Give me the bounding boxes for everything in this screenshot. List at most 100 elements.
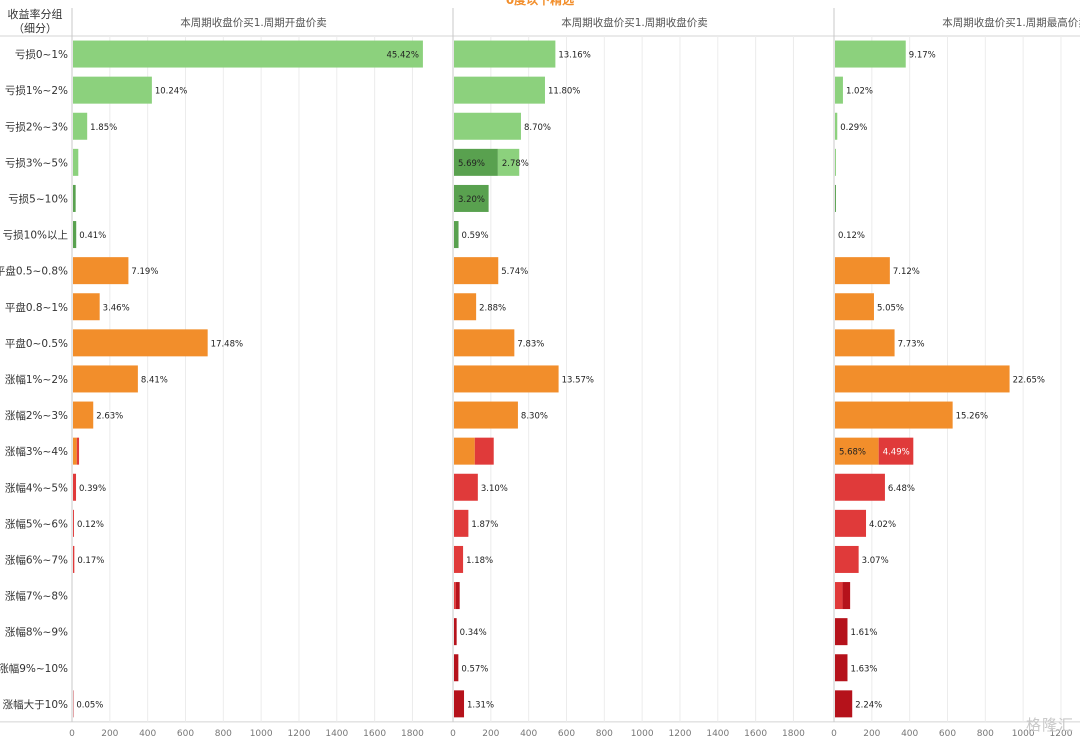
x-tick-label: 800	[596, 729, 613, 739]
bar-value-label: 4.02%	[869, 520, 896, 530]
bar-segment	[454, 257, 499, 285]
bar-segment	[454, 76, 545, 104]
bar-value-label: 1.31%	[467, 700, 494, 710]
x-tick-label: 1400	[706, 729, 729, 739]
category-label: 亏损0~1%	[15, 48, 68, 61]
bar-segment	[73, 112, 88, 140]
category-label: 涨幅2%~3%	[5, 409, 68, 422]
bar-value-label: 9.17%	[909, 51, 936, 61]
category-label: 涨幅大于10%	[3, 698, 68, 711]
watermark-logo: 格隆汇	[1025, 716, 1074, 734]
x-tick-label: 800	[977, 729, 994, 739]
bar-segment	[73, 148, 79, 176]
category-label: 涨幅3%~4%	[5, 445, 68, 458]
bar-value-label: 5.68%	[839, 448, 866, 458]
bar-value-label: 0.17%	[77, 556, 104, 566]
category-label: 涨幅4%~5%	[5, 481, 68, 494]
bar-segment	[73, 365, 138, 393]
bar-value-label: 1.61%	[850, 628, 877, 638]
bar-value-label: 45.42%	[386, 51, 418, 61]
bar-segment	[73, 545, 75, 573]
bar-segment	[835, 112, 838, 140]
x-tick-label: 1000	[250, 729, 273, 739]
bar-segment	[842, 582, 851, 610]
x-tick-label: 1000	[631, 729, 654, 739]
bar-segment	[73, 509, 74, 537]
category-label: 涨幅7%~8%	[5, 590, 68, 603]
x-tick-label: 400	[139, 729, 156, 739]
bar-value-label: 1.63%	[850, 664, 877, 674]
bar-segment	[454, 618, 457, 646]
category-label: 平盘0.8~1%	[5, 301, 68, 314]
bar-segment	[835, 582, 843, 610]
bar-value-label: 7.83%	[517, 339, 544, 349]
bar-value-label: 0.59%	[462, 231, 489, 241]
category-label: 涨幅6%~7%	[5, 553, 68, 566]
bar-value-label: 5.69%	[458, 159, 485, 169]
bar-segment	[454, 112, 521, 140]
bar-segment	[73, 221, 77, 249]
bar-value-label: 10.24%	[155, 87, 187, 97]
bar-segment	[835, 184, 836, 212]
bar-value-label: 0.05%	[76, 700, 103, 710]
bar-segment	[835, 76, 843, 104]
x-tick-label: 1800	[401, 729, 424, 739]
bar-segment	[455, 582, 460, 610]
x-tick-label: 1800	[782, 729, 805, 739]
bar-segment	[73, 401, 94, 429]
x-tick-label: 400	[901, 729, 918, 739]
x-tick-label: 200	[101, 729, 118, 739]
category-label: 平盘0~0.5%	[5, 337, 68, 350]
bar-value-label: 2.78%	[502, 159, 529, 169]
bar-value-label: 7.12%	[893, 267, 920, 277]
category-label: 亏损10%以上	[3, 229, 68, 242]
bar-segment	[454, 690, 465, 718]
category-label: 平盘0.5~0.8%	[0, 265, 68, 278]
bar-value-label: 0.34%	[460, 628, 487, 638]
bar-segment	[835, 690, 853, 718]
x-tick-label: 1200	[1050, 729, 1073, 739]
bar-value-label: 1.87%	[471, 520, 498, 530]
bar-segment	[454, 473, 478, 501]
bar-segment	[835, 437, 879, 465]
bar-segment	[454, 545, 464, 573]
bar-segment	[76, 437, 80, 465]
bar-value-label: 3.07%	[862, 556, 889, 566]
category-label: 涨幅5%~6%	[5, 517, 68, 530]
x-tick-label: 600	[939, 729, 956, 739]
bar-segment	[454, 401, 518, 429]
bar-segment	[73, 257, 129, 285]
x-tick-label: 1000	[1012, 729, 1035, 739]
bar-segment	[835, 618, 848, 646]
bar-value-label: 17.48%	[211, 339, 243, 349]
bar-value-label: 13.57%	[562, 375, 594, 385]
bar-value-label: 3.20%	[458, 195, 485, 205]
bar-value-label: 1.18%	[466, 556, 493, 566]
bar-segment	[454, 184, 489, 212]
x-tick-label: 1400	[325, 729, 348, 739]
bar-segment	[497, 148, 520, 176]
category-label: 亏损1%~2%	[5, 84, 68, 97]
bar-value-label: 2.63%	[96, 412, 123, 422]
bar-value-label: 3.46%	[103, 303, 130, 313]
bar-segment	[73, 293, 100, 321]
bar-value-label: 5.05%	[877, 303, 904, 313]
bar-value-label: 4.49%	[883, 448, 910, 458]
bar-segment	[73, 473, 77, 501]
bar-segment	[835, 293, 874, 321]
bar-segment	[73, 437, 77, 465]
bar-segment	[454, 365, 559, 393]
x-tick-label: 0	[450, 729, 456, 739]
x-tick-label: 200	[863, 729, 880, 739]
bar-segment	[835, 365, 1010, 393]
bar-value-label: 0.12%	[838, 231, 865, 241]
bar-value-label: 13.16%	[558, 51, 590, 61]
x-tick-label: 200	[482, 729, 499, 739]
bar-value-label: 8.41%	[141, 375, 168, 385]
bar-segment	[73, 76, 152, 104]
category-label: 亏损2%~3%	[5, 120, 68, 133]
bar-value-label: 0.12%	[77, 520, 104, 530]
panel-title: 本周期收盘价买1.周期最高价卖	[942, 16, 1080, 29]
category-label: 亏损3%~5%	[5, 156, 68, 169]
bar-segment	[878, 437, 914, 465]
